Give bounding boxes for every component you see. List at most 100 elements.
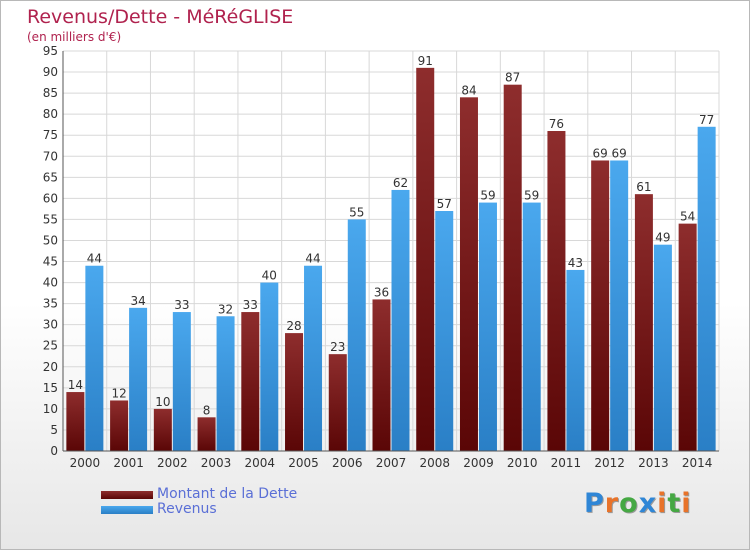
bar-revenus: [216, 316, 235, 451]
bar-dette: [197, 417, 216, 451]
bar-revenus: [653, 244, 672, 451]
x-tick-label: 2000: [70, 456, 101, 470]
bar-dette: [416, 67, 435, 451]
x-tick-label: 2005: [288, 456, 319, 470]
data-label-dette: 69: [593, 146, 608, 160]
bar-revenus: [478, 202, 497, 451]
y-tick-label: 10: [43, 402, 58, 416]
bar-revenus: [260, 282, 279, 451]
bar-revenus: [172, 312, 191, 451]
data-label-dette: 14: [68, 378, 83, 392]
data-label-dette: 76: [549, 117, 564, 131]
legend-label-dette: Montant de la Dette: [157, 486, 298, 502]
data-label-revenus: 40: [262, 269, 277, 283]
y-tick-label: 90: [43, 65, 58, 79]
data-label-dette: 23: [330, 340, 345, 354]
legend-swatch-dette: [101, 490, 153, 499]
x-tick-label: 2003: [201, 456, 232, 470]
bar-revenus: [435, 211, 454, 451]
y-tick-label: 45: [43, 255, 58, 269]
y-tick-label: 30: [43, 318, 58, 332]
bar-dette: [328, 354, 347, 451]
logo-letter: i: [657, 488, 668, 519]
bar-revenus: [697, 126, 716, 451]
logo-letter: P: [584, 488, 605, 519]
chart-subtitle: (en milliers d'€): [27, 30, 122, 44]
data-label-revenus: 59: [524, 189, 539, 203]
y-tick-label: 95: [43, 44, 58, 58]
bar-dette: [634, 194, 653, 451]
data-label-dette: 28: [286, 319, 301, 333]
chart-legend: Montant de la Dette Revenus: [101, 487, 297, 517]
data-label-revenus: 62: [393, 176, 408, 190]
data-label-dette: 61: [636, 180, 651, 194]
x-tick-label: 2001: [113, 456, 144, 470]
x-tick-label: 2004: [245, 456, 276, 470]
x-tick-label: 2007: [376, 456, 407, 470]
data-label-revenus: 69: [612, 146, 627, 160]
data-label-revenus: 55: [349, 205, 364, 219]
bar-revenus: [391, 189, 410, 451]
y-tick-label: 85: [43, 86, 58, 100]
data-label-revenus: 34: [130, 294, 145, 308]
y-tick-label: 55: [43, 212, 58, 226]
bar-dette: [591, 160, 610, 451]
y-tick-label: 70: [43, 149, 58, 163]
data-label-revenus: 44: [87, 252, 102, 266]
data-label-dette: 36: [374, 285, 389, 299]
bar-revenus: [566, 269, 585, 451]
logo-letter: t: [667, 488, 682, 519]
y-tick-label: 15: [43, 381, 58, 395]
data-label-revenus: 32: [218, 302, 233, 316]
bar-revenus: [522, 202, 541, 451]
x-tick-label: 2010: [507, 456, 538, 470]
bar-revenus: [610, 160, 629, 451]
bar-revenus: [85, 265, 104, 451]
y-tick-label: 75: [43, 128, 58, 142]
x-tick-label: 2011: [551, 456, 582, 470]
bar-dette: [503, 84, 522, 452]
y-tick-label: 40: [43, 276, 58, 290]
data-label-revenus: 43: [568, 256, 583, 270]
data-label-dette: 12: [111, 386, 126, 400]
data-label-revenus: 33: [174, 298, 189, 312]
data-label-dette: 8: [203, 403, 211, 417]
bar-dette: [372, 299, 391, 451]
bar-dette: [285, 333, 304, 451]
y-tick-label: 60: [43, 191, 58, 205]
bar-dette: [547, 131, 566, 451]
x-tick-label: 2008: [419, 456, 450, 470]
logo-letter: x: [638, 488, 658, 519]
data-label-revenus: 59: [480, 189, 495, 203]
y-tick-label: 65: [43, 170, 58, 184]
data-label-dette: 54: [680, 210, 695, 224]
legend-item-dette: Montant de la Dette: [101, 487, 297, 502]
chart-title: Revenus/Dette - MéRéGLISE: [27, 6, 294, 28]
legend-swatch-revenus: [101, 505, 153, 514]
y-tick-label: 50: [43, 233, 58, 247]
x-tick-label: 2012: [594, 456, 625, 470]
logo-letter: r: [604, 488, 620, 519]
y-tick-label: 0: [50, 444, 58, 458]
bar-revenus: [347, 219, 366, 451]
bar-dette: [66, 392, 85, 451]
y-tick-label: 5: [50, 423, 58, 437]
data-label-dette: 84: [461, 83, 476, 97]
bar-dette: [241, 312, 260, 451]
y-tick-label: 80: [43, 107, 58, 121]
bar-revenus: [304, 265, 323, 451]
bar-dette: [459, 97, 478, 451]
data-label-revenus: 44: [305, 252, 320, 266]
x-tick-label: 2002: [157, 456, 188, 470]
proxiti-logo: Proxiti: [584, 488, 692, 519]
bar-revenus: [129, 307, 148, 451]
legend-item-revenus: Revenus: [101, 502, 297, 517]
x-tick-label: 2009: [463, 456, 494, 470]
y-tick-label: 25: [43, 339, 58, 353]
bar-dette: [678, 223, 697, 451]
x-tick-label: 2006: [332, 456, 363, 470]
logo-letter: i: [681, 488, 692, 519]
data-label-dette: 33: [243, 298, 258, 312]
